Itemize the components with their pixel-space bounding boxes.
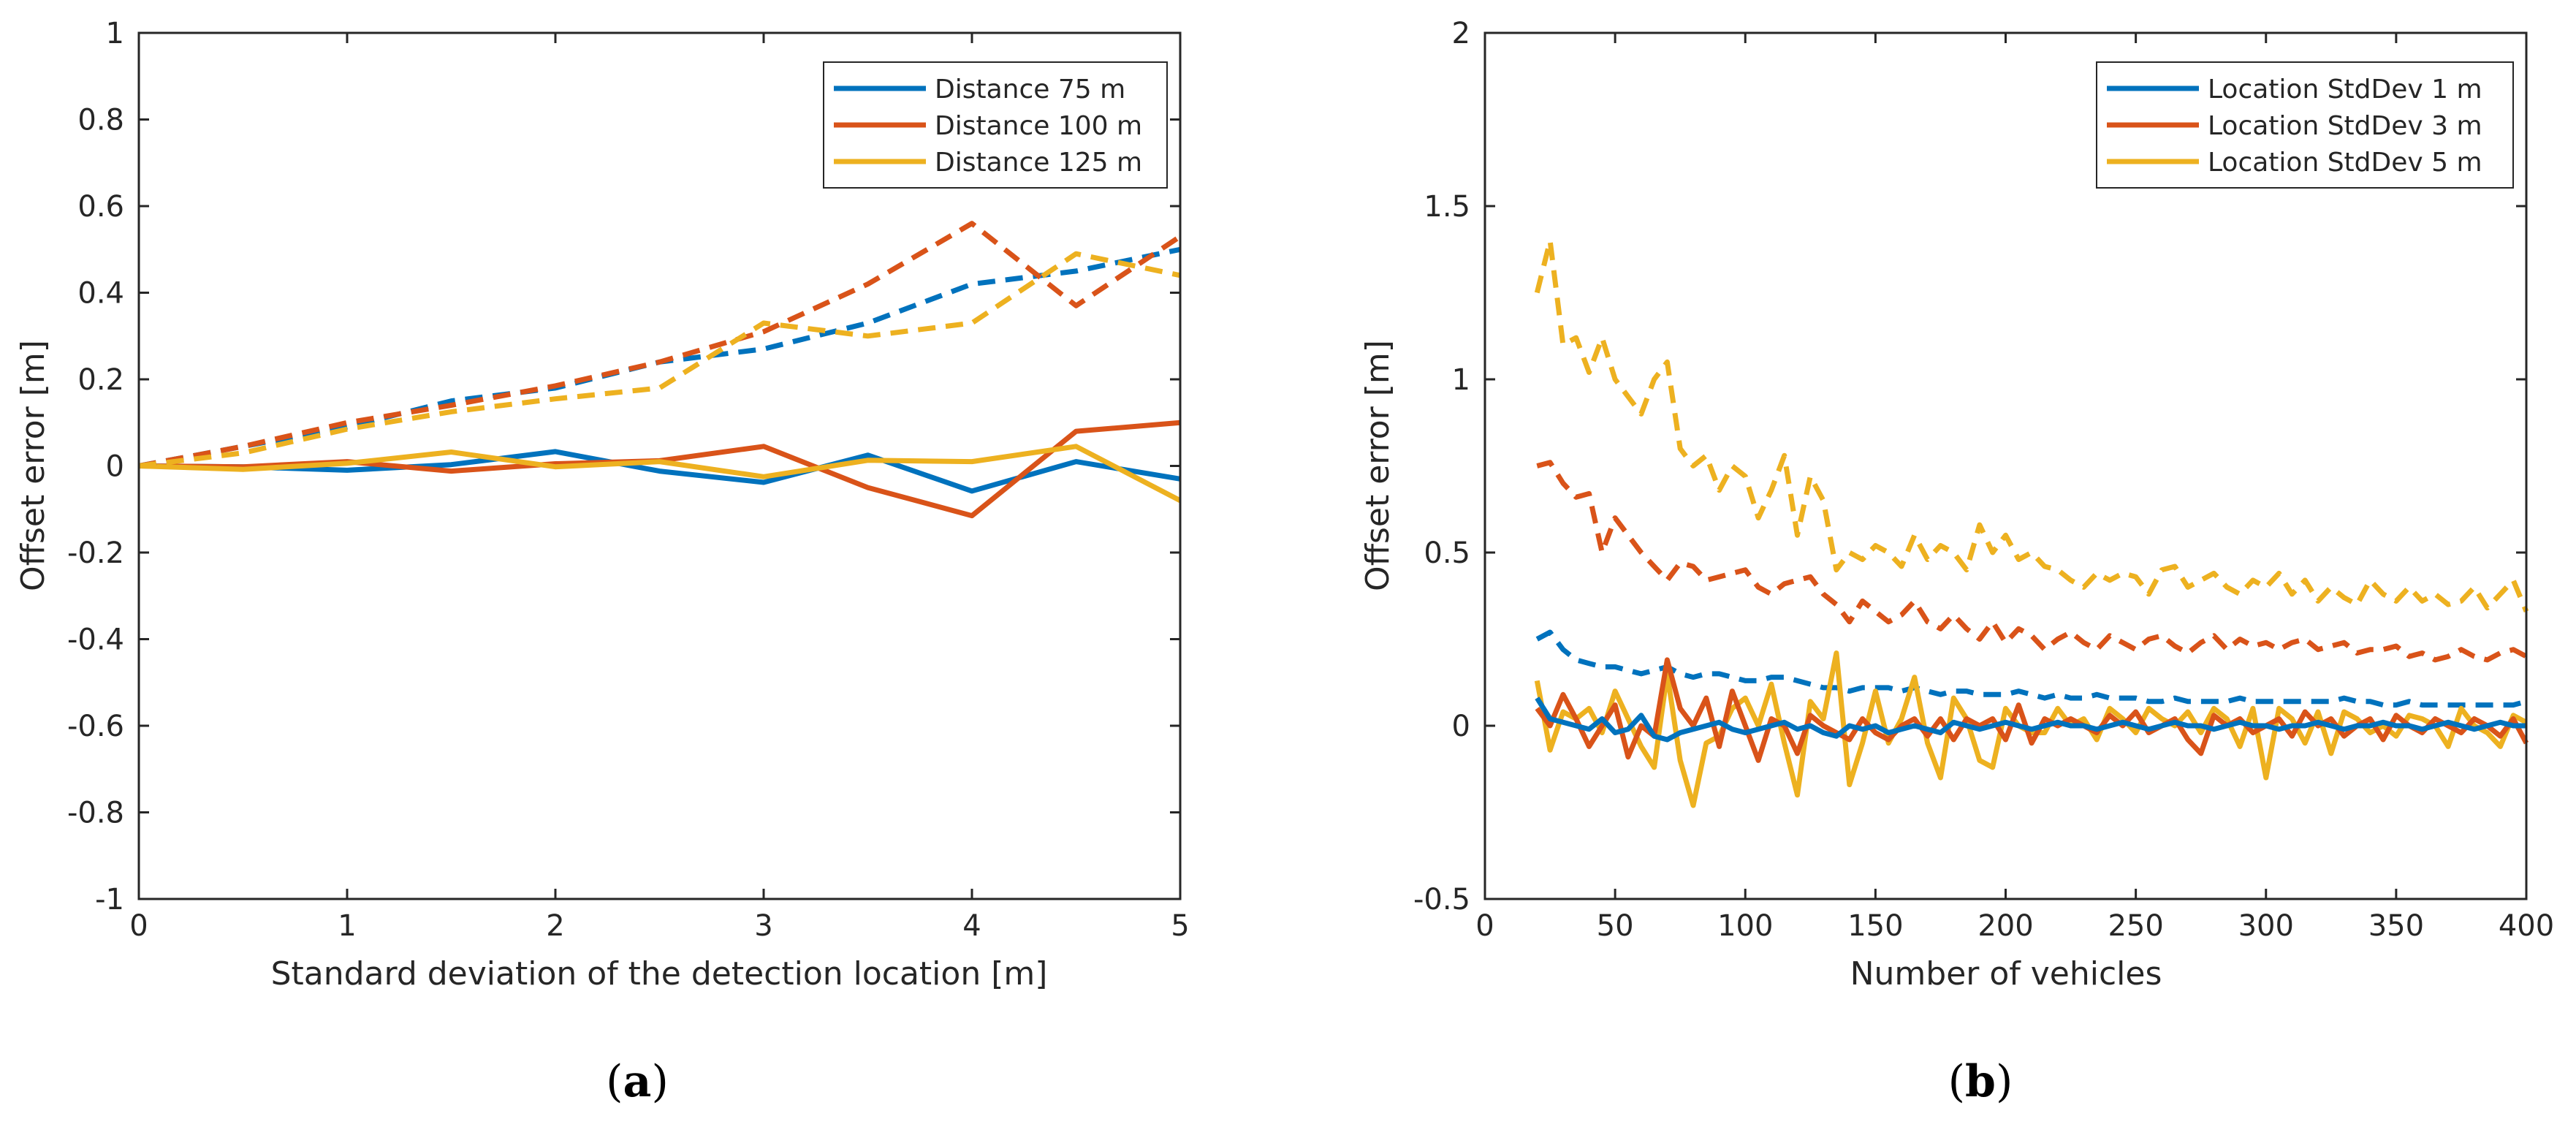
y-tick-label: 1: [1452, 363, 1470, 397]
series-line-orange-dashed: [1536, 460, 2528, 663]
y-tick-label: 1.5: [1424, 190, 1470, 224]
x-tick-label: 0: [1475, 909, 1494, 943]
x-tick-label: 5: [1171, 909, 1189, 943]
axes-box-a: [137, 31, 1182, 900]
x-tick-label: 100: [1717, 909, 1773, 943]
series-line-blue-dashed: [1535, 629, 2527, 708]
x-tick-label: 3: [754, 909, 772, 943]
caption-b: (b): [1948, 1056, 2013, 1107]
y-tick-label: -0.2: [67, 536, 124, 570]
y-tick-label: 0.2: [77, 363, 124, 397]
x-tick-label: 150: [1847, 909, 1903, 943]
legend-b: Location StdDev 1 m Location StdDev 3 m Lo…: [2096, 61, 2514, 189]
x-tick-label: 300: [2238, 909, 2294, 943]
x-tick-label: 50: [1597, 909, 1634, 943]
y-tick-label: -0.8: [67, 797, 124, 830]
series-line-orange-dashed: [138, 221, 1182, 468]
x-axis-label-b: Number of vehicles: [1850, 955, 2162, 993]
y-tick-label: -0.6: [67, 710, 124, 743]
tick-group-b: 0 50 100 150 200 250 300 350 400-0.500.511.52: [1413, 17, 2554, 943]
tick-group-a: 0 1 2 3 4 5 -1 -0.8 -0.6 -0.4 -0.2 0 0.2 0.4 0.6 0.8 1: [67, 17, 1190, 943]
y-tick-label: 0: [1452, 710, 1470, 743]
series-group-a: [138, 221, 1182, 519]
legend-label: Location StdDev 1 m: [2208, 75, 2482, 105]
x-tick-label: 250: [2108, 909, 2163, 943]
series-line-yellow-dashed: [138, 251, 1181, 468]
y-tick-label: 0.4: [77, 277, 124, 311]
x-tick-label: 4: [962, 909, 981, 943]
series-line-blue-solid: [138, 449, 1181, 494]
caption-a: (a): [606, 1056, 669, 1107]
caption-letter-a: a: [623, 1056, 652, 1107]
y-tick-label: -0.5: [1413, 883, 1470, 917]
y-tick-label: 0.6: [77, 190, 124, 224]
chart-panel-b: 0 50 100 150 200 250 300 350 400-0.500.511.52 Nu…: [1359, 17, 2554, 1107]
legend-a: Distance 75 m Distance 100 m Distance 125 …: [823, 61, 1168, 189]
legend-label: Location StdDev 5 m: [2208, 148, 2482, 178]
legend-label: Distance 75 m: [935, 75, 1125, 105]
x-tick-label: 400: [2499, 909, 2554, 943]
legend-label: Location StdDev 3 m: [2208, 111, 2482, 141]
x-tick-label: 0: [129, 909, 148, 943]
y-axis-label-b: Offset error [m]: [1359, 340, 1397, 591]
axes-box-b: [1483, 31, 2528, 900]
series-line-yellow-solid: [138, 444, 1182, 504]
y-tick-label: 2: [1452, 17, 1470, 50]
x-tick-label: 350: [2368, 909, 2424, 943]
chart-panel-a: 0 1 2 3 4 5 -1 -0.8 -0.6 -0.4 -0.2 0 0.2 0.4 0.6 0.8 1 S…: [15, 17, 1190, 1107]
series-line-blue-solid: [1535, 697, 2526, 743]
x-tick-label: 2: [546, 909, 564, 943]
y-axis-label-a: Offset error [m]: [15, 340, 52, 591]
series-line-yellow-dashed: [1534, 238, 2529, 612]
y-tick-label: -1: [95, 883, 124, 917]
y-tick-label: 0: [106, 450, 124, 484]
y-tick-label: 1: [106, 17, 124, 50]
x-tick-label: 200: [1977, 909, 2033, 943]
series-group-b: [1534, 238, 2529, 808]
y-tick-label: -0.4: [67, 623, 124, 657]
y-tick-label: 0.8: [77, 104, 124, 137]
y-tick-label: 0.5: [1424, 536, 1470, 570]
legend-label: Distance 125 m: [935, 148, 1142, 178]
caption-letter-b: b: [1965, 1056, 1996, 1107]
legend-label: Distance 100 m: [935, 111, 1142, 141]
x-tick-label: 1: [338, 909, 356, 943]
x-axis-label-a: Standard deviation of the detection loca…: [271, 955, 1048, 993]
